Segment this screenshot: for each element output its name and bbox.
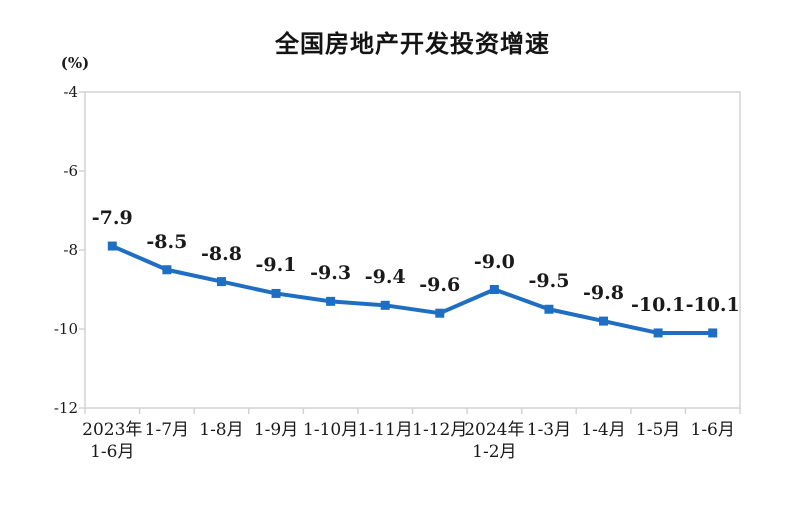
data-point-marker: [653, 328, 663, 338]
data-point-marker: [599, 316, 609, 326]
data-point-marker: [271, 288, 281, 298]
data-point-marker: [435, 308, 445, 318]
data-line: [110, 244, 715, 335]
y-axis-unit-label: (%): [60, 54, 90, 72]
data-point-marker: [326, 296, 336, 306]
data-point-marker: [216, 277, 226, 287]
data-point-marker: [380, 300, 390, 310]
data-point-marker: [489, 285, 499, 294]
data-point-marker: [162, 265, 172, 275]
data-point-marker: [107, 241, 117, 251]
data-point-marker: [544, 304, 554, 314]
data-point-marker: [708, 328, 718, 338]
chart-title: 全国房地产开发投资增速: [275, 30, 550, 58]
plot-border: [84, 91, 741, 409]
